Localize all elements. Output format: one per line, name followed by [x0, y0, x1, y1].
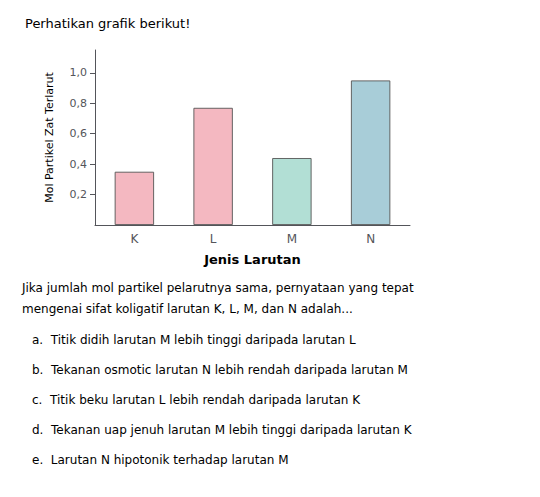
- svg-text:a. Titik didih larutan M lebi: a. Titik didih larutan M lebih tinggi da…: [32, 333, 356, 347]
- svg-text:e. Larutan N hipotonik terhad: e. Larutan N hipotonik terhadap larutan …: [32, 453, 289, 467]
- svg-text:1,0: 1,0: [70, 66, 88, 79]
- svg-text:c. Titik beku larutan L lebih: c. Titik beku larutan L lebih rendah dar…: [32, 393, 361, 407]
- svg-text:N: N: [366, 232, 375, 246]
- svg-text:Mol Partikel Zat Terlarut: Mol Partikel Zat Terlarut: [43, 71, 56, 202]
- svg-text:K: K: [130, 232, 139, 246]
- svg-text:0,2: 0,2: [70, 188, 88, 201]
- svg-text:0,4: 0,4: [70, 158, 88, 171]
- svg-text:0,6: 0,6: [70, 127, 88, 140]
- svg-text:M: M: [287, 232, 297, 246]
- svg-text:mengenai sifat koligatif larut: mengenai sifat koligatif larutan K, L, M…: [22, 302, 353, 316]
- svg-text:b. Tekanan osmotic larutan N: b. Tekanan osmotic larutan N lebih renda…: [32, 363, 408, 377]
- svg-text:L: L: [210, 232, 217, 246]
- svg-text:Perhatikan grafik berikut!: Perhatikan grafik berikut!: [25, 16, 190, 31]
- svg-text:Jika jumlah mol partikel pelar: Jika jumlah mol partikel pelarutnya sama…: [21, 281, 414, 295]
- svg-text:Jenis Larutan: Jenis Larutan: [203, 252, 301, 267]
- svg-text:d. Tekanan uap jenuh larutan: d. Tekanan uap jenuh larutan M lebih tin…: [32, 423, 413, 437]
- svg-text:0,8: 0,8: [70, 97, 88, 110]
